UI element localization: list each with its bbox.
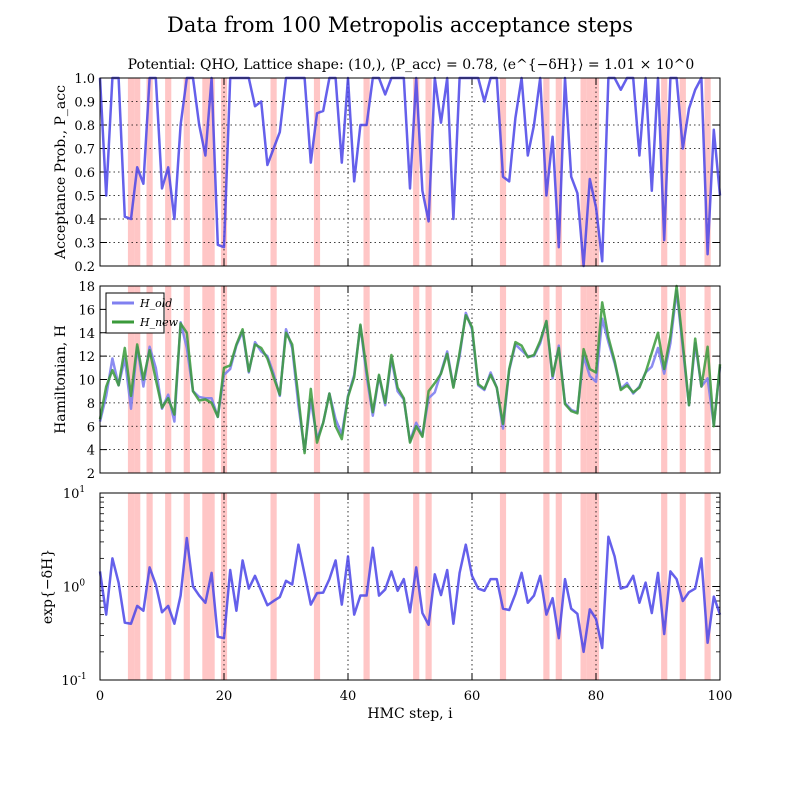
x-tick-label: 60 [464, 689, 481, 704]
exp-dh-panel: 10-1 100 101 exp{−δH} 0 20 40 60 80 100 [40, 485, 732, 704]
rejected-step-band [127, 493, 135, 680]
legend-box [105, 292, 165, 334]
y-tick-label: 8 [87, 397, 95, 412]
series-line-expdh [98, 535, 722, 654]
legend-label: H_old [139, 297, 172, 310]
series-line-hold [98, 289, 722, 453]
rejected-step-band [202, 78, 209, 266]
rejected-step-band [127, 286, 135, 473]
rejected-step-band [555, 493, 562, 680]
legend: H_old H_new [105, 292, 179, 334]
rejected-step-band [555, 78, 562, 266]
rejected-step-band [208, 493, 215, 680]
x-axis-label: HMC step, i [367, 706, 453, 722]
rejected-step-band [270, 493, 277, 680]
rejected-step-band [208, 286, 215, 473]
y-tick-label: 100 [63, 579, 86, 596]
legend-label: H_new [139, 316, 179, 329]
y-tick-label: 1.0 [74, 72, 95, 87]
y-axis-label: exp{−δH} [40, 549, 56, 624]
panel-frame [99, 492, 721, 681]
y-tick-label: 0.9 [74, 96, 95, 111]
rejected-step-band [661, 493, 668, 680]
hamiltonian-panel: 18 16 14 12 10 8 6 4 2 Hamiltonian, H H_old H_new [53, 280, 722, 482]
y-tick-label: 14 [78, 327, 95, 342]
rejected-step-band [499, 493, 507, 680]
x-tick-label: 40 [340, 689, 357, 704]
x-tick-label: 100 [708, 689, 733, 704]
y-tick-label: 0.7 [74, 143, 95, 158]
rejected-step-band [220, 493, 228, 680]
x-tick-label: 0 [96, 689, 104, 704]
series-line-hnew [98, 284, 722, 455]
y-tick-label: 0.2 [74, 260, 95, 275]
panel1-subtitle: Potential: QHO, Lattice shape: (10,), ⟨P… [128, 57, 695, 73]
rejected-step-band [679, 78, 686, 266]
x-tick-label: 80 [588, 689, 605, 704]
rejected-step-band [202, 286, 209, 473]
y-tick-label: 0.4 [74, 213, 95, 228]
rejected-step-band [202, 493, 209, 680]
series-line-pacc [98, 76, 722, 268]
rejected-step-band [586, 493, 593, 680]
rejected-step-band [580, 286, 587, 473]
y-tick-label: 101 [63, 485, 85, 502]
y-tick-label: 10-1 [61, 672, 86, 689]
y-tick-label: 6 [87, 420, 95, 435]
panel-frame [99, 77, 721, 267]
y-tick-label: 4 [87, 444, 95, 459]
rejected-step-band [220, 78, 228, 266]
rejected-step-band [679, 493, 686, 680]
rejected-step-band [555, 286, 562, 473]
y-tick-label: 0.8 [74, 119, 95, 134]
y-tick-label: 16 [78, 303, 95, 318]
rejected-step-band [270, 78, 277, 266]
y-tick-label: 10 [78, 374, 95, 389]
rejected-step-band [679, 286, 686, 473]
rejected-step-band [586, 286, 593, 473]
rejected-step-band [127, 78, 135, 266]
figure-title: Data from 100 Metropolis acceptance step… [167, 13, 633, 37]
rejected-step-band [586, 78, 593, 266]
y-tick-label: 0.6 [74, 166, 95, 181]
y-tick-label: 12 [78, 350, 95, 365]
y-tick-label: 2 [87, 467, 95, 482]
rejected-step-band [580, 78, 587, 266]
rejected-step-band [661, 78, 668, 266]
acceptance-panel: 1.0 0.9 0.8 0.7 0.6 0.5 0.4 0.3 0.2 Acceptance Pr… [53, 72, 722, 275]
rejected-step-band [499, 286, 507, 473]
y-axis-label: Acceptance Prob., P_acc [53, 85, 69, 260]
y-tick-label: 0.5 [74, 190, 95, 205]
x-tick-label: 20 [216, 689, 233, 704]
rejected-step-band [208, 78, 215, 266]
y-axis-label: Hamiltonian, H [53, 325, 69, 434]
rejected-step-band [580, 493, 587, 680]
panel-frame [99, 285, 721, 474]
y-tick-label: 0.3 [74, 237, 95, 252]
y-tick-label: 18 [78, 280, 95, 295]
rejected-step-band [661, 286, 668, 473]
